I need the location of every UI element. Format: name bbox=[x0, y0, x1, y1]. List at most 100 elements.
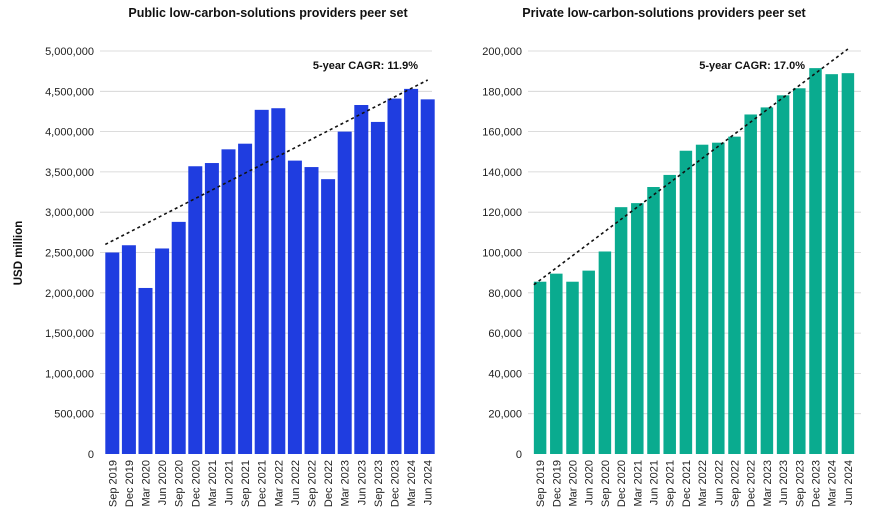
y-tick-label: 40,000 bbox=[488, 368, 522, 380]
x-tick-label: Sep 2022 bbox=[730, 460, 742, 507]
x-tick-label: Sep 2020 bbox=[174, 460, 186, 507]
y-tick-label: 3,500,000 bbox=[45, 167, 94, 179]
bar bbox=[238, 143, 253, 454]
x-tick-label: Mar 2024 bbox=[827, 460, 839, 506]
x-tick-label: Sep 2019 bbox=[107, 460, 119, 507]
y-axis-label: USD million bbox=[13, 221, 25, 286]
bar bbox=[841, 73, 855, 454]
x-tick-label: Jun 2020 bbox=[584, 460, 596, 505]
x-tick-label: Jun 2023 bbox=[356, 460, 368, 505]
y-tick-label: 0 bbox=[88, 449, 94, 461]
y-tick-label: 140,000 bbox=[482, 167, 522, 179]
y-tick-label: 2,000,000 bbox=[45, 288, 94, 300]
bar bbox=[760, 107, 774, 455]
y-tick-label: 160,000 bbox=[482, 127, 522, 139]
bar bbox=[304, 167, 319, 454]
bar bbox=[121, 245, 136, 454]
cagr-label: 5-year CAGR: 17.0% bbox=[699, 60, 805, 72]
bars bbox=[533, 68, 855, 455]
y-tick-label: 80,000 bbox=[488, 288, 522, 300]
bar bbox=[776, 95, 790, 454]
bar bbox=[679, 150, 693, 454]
x-tick-label: Mar 2023 bbox=[340, 460, 352, 506]
bar bbox=[825, 74, 838, 455]
bar bbox=[387, 98, 402, 454]
bar bbox=[171, 221, 186, 454]
x-tick-label: Dec 2020 bbox=[616, 460, 628, 507]
x-axis-ticks: Sep 2019 Dec 2019 Mar 2020 Jun 2020 Sep 2020… bbox=[535, 460, 855, 507]
bar bbox=[370, 121, 385, 454]
y-tick-label: 4,000,000 bbox=[45, 127, 94, 139]
chart-title: Private low-carbon-solutions providers p… bbox=[522, 6, 806, 20]
x-tick-label: Mar 2021 bbox=[207, 460, 219, 506]
bar bbox=[663, 174, 676, 455]
bar bbox=[404, 88, 419, 454]
bar bbox=[712, 142, 725, 454]
x-tick-label: Mar 2020 bbox=[568, 460, 580, 506]
x-tick-label: Sep 2021 bbox=[240, 460, 252, 507]
chart-title: Public low-carbon-solutions providers pe… bbox=[128, 6, 408, 20]
x-tick-label: Dec 2021 bbox=[681, 460, 693, 507]
x-tick-label: Mar 2021 bbox=[632, 460, 644, 506]
bar bbox=[809, 68, 822, 454]
x-tick-label: Jun 2024 bbox=[423, 460, 435, 505]
bar bbox=[728, 136, 741, 454]
y-tick-label: 2,500,000 bbox=[45, 248, 94, 260]
y-tick-label: 60,000 bbox=[488, 328, 522, 340]
x-tick-label: Mar 2022 bbox=[697, 460, 709, 506]
x-tick-label: Jun 2020 bbox=[157, 460, 169, 505]
x-tick-label: Jun 2021 bbox=[224, 460, 236, 505]
x-tick-label: Dec 2023 bbox=[390, 460, 402, 507]
x-tick-label: Jun 2024 bbox=[843, 460, 855, 505]
x-tick-label: Dec 2021 bbox=[257, 460, 269, 507]
x-tick-label: Sep 2021 bbox=[665, 460, 677, 507]
bar bbox=[138, 287, 153, 454]
x-tick-label: Mar 2022 bbox=[273, 460, 285, 506]
bar bbox=[188, 166, 203, 454]
bar bbox=[793, 88, 806, 454]
bar bbox=[105, 252, 120, 454]
bar bbox=[287, 160, 302, 454]
x-tick-label: Dec 2019 bbox=[551, 460, 563, 507]
x-tick-label: Dec 2020 bbox=[190, 460, 202, 507]
bar bbox=[337, 131, 352, 454]
x-tick-label: Jun 2022 bbox=[290, 460, 302, 505]
x-tick-label: Jun 2021 bbox=[649, 460, 661, 505]
bar bbox=[155, 248, 170, 454]
bar bbox=[221, 149, 236, 454]
bar bbox=[566, 281, 579, 454]
bar bbox=[271, 108, 286, 454]
x-tick-label: Mar 2020 bbox=[141, 460, 153, 506]
bar bbox=[695, 144, 709, 454]
x-tick-label: Dec 2022 bbox=[323, 460, 335, 507]
y-tick-label: 500,000 bbox=[54, 409, 94, 421]
x-tick-label: Sep 2022 bbox=[307, 460, 319, 507]
y-tick-label: 20,000 bbox=[488, 409, 522, 421]
x-tick-label: Dec 2019 bbox=[124, 460, 136, 507]
private-peer-set-chart: Private low-carbon-solutions providers p… bbox=[482, 6, 861, 507]
y-tick-label: 200,000 bbox=[482, 46, 522, 58]
x-tick-label: Sep 2023 bbox=[794, 460, 806, 507]
x-tick-label: Dec 2023 bbox=[811, 460, 823, 507]
public-peer-set-chart: Public low-carbon-solutions providers pe… bbox=[13, 6, 435, 507]
bar bbox=[744, 114, 757, 454]
cagr-label: 5-year CAGR: 11.9% bbox=[313, 60, 418, 72]
x-tick-label: Jun 2022 bbox=[713, 460, 725, 505]
x-axis-ticks: Sep 2019 Dec 2019 Mar 2020 Jun 2020 Sep 2020… bbox=[107, 460, 434, 507]
y-tick-label: 180,000 bbox=[482, 86, 522, 98]
x-tick-label: Sep 2019 bbox=[535, 460, 547, 507]
y-tick-label: 1,500,000 bbox=[45, 328, 94, 340]
x-tick-label: Mar 2023 bbox=[762, 460, 774, 506]
bar bbox=[598, 251, 612, 454]
y-tick-label: 100,000 bbox=[482, 248, 522, 260]
bar bbox=[354, 105, 369, 454]
bar bbox=[254, 109, 269, 454]
bar bbox=[614, 207, 628, 454]
bar bbox=[533, 281, 547, 454]
x-tick-label: Dec 2022 bbox=[746, 460, 758, 507]
bar bbox=[550, 273, 563, 454]
bar bbox=[582, 270, 595, 454]
y-tick-label: 5,000,000 bbox=[45, 46, 94, 58]
y-tick-label: 1,000,000 bbox=[45, 368, 94, 380]
